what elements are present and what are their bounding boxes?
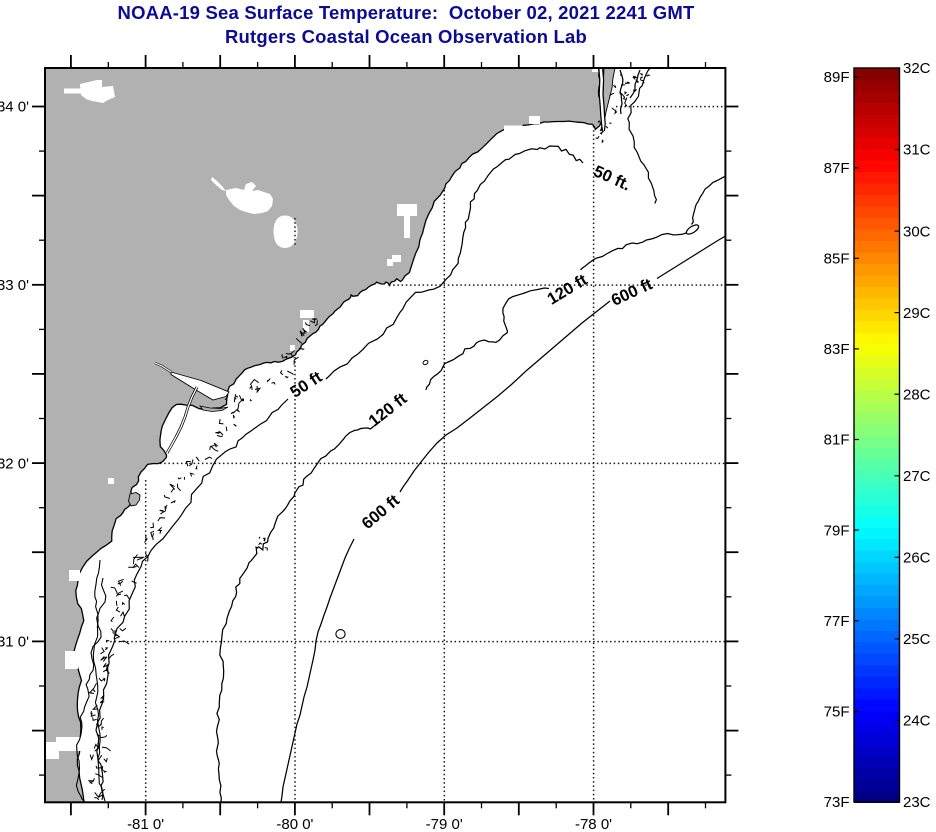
svg-text:32 0': 32 0' xyxy=(0,455,29,472)
svg-text:120 ft: 120 ft xyxy=(365,389,410,430)
svg-text:-81 0': -81 0' xyxy=(127,816,164,832)
svg-text:32C: 32C xyxy=(903,60,931,77)
svg-text:50 ft: 50 ft xyxy=(287,368,326,402)
svg-text:27C: 27C xyxy=(903,468,931,485)
svg-text:600 ft: 600 ft xyxy=(609,275,656,310)
svg-text:26C: 26C xyxy=(903,550,931,567)
svg-text:-80 0': -80 0' xyxy=(276,816,313,832)
svg-text:83F: 83F xyxy=(824,341,850,358)
svg-text:73F: 73F xyxy=(824,794,850,811)
svg-text:75F: 75F xyxy=(824,704,850,721)
svg-text:-79 0': -79 0' xyxy=(426,816,463,832)
svg-text:34 0': 34 0' xyxy=(0,99,29,116)
svg-text:28C: 28C xyxy=(903,386,931,403)
svg-text:85F: 85F xyxy=(824,251,850,268)
svg-text:29C: 29C xyxy=(903,305,931,322)
svg-text:-78 0': -78 0' xyxy=(575,816,612,832)
svg-text:77F: 77F xyxy=(824,613,850,630)
svg-text:120 ft: 120 ft xyxy=(544,271,591,309)
svg-text:600 ft: 600 ft xyxy=(358,491,403,533)
svg-text:24C: 24C xyxy=(903,713,931,730)
svg-text:31 0': 31 0' xyxy=(0,634,29,651)
svg-text:30C: 30C xyxy=(903,223,931,240)
svg-text:25C: 25C xyxy=(903,631,931,648)
svg-text:89F: 89F xyxy=(824,69,850,86)
svg-text:50 ft.: 50 ft. xyxy=(591,162,634,194)
svg-text:33 0': 33 0' xyxy=(0,277,29,294)
svg-text:23C: 23C xyxy=(903,794,931,811)
svg-text:87F: 87F xyxy=(824,160,850,177)
svg-text:31C: 31C xyxy=(903,142,931,159)
svg-text:81F: 81F xyxy=(824,432,850,449)
svg-text:79F: 79F xyxy=(824,522,850,539)
